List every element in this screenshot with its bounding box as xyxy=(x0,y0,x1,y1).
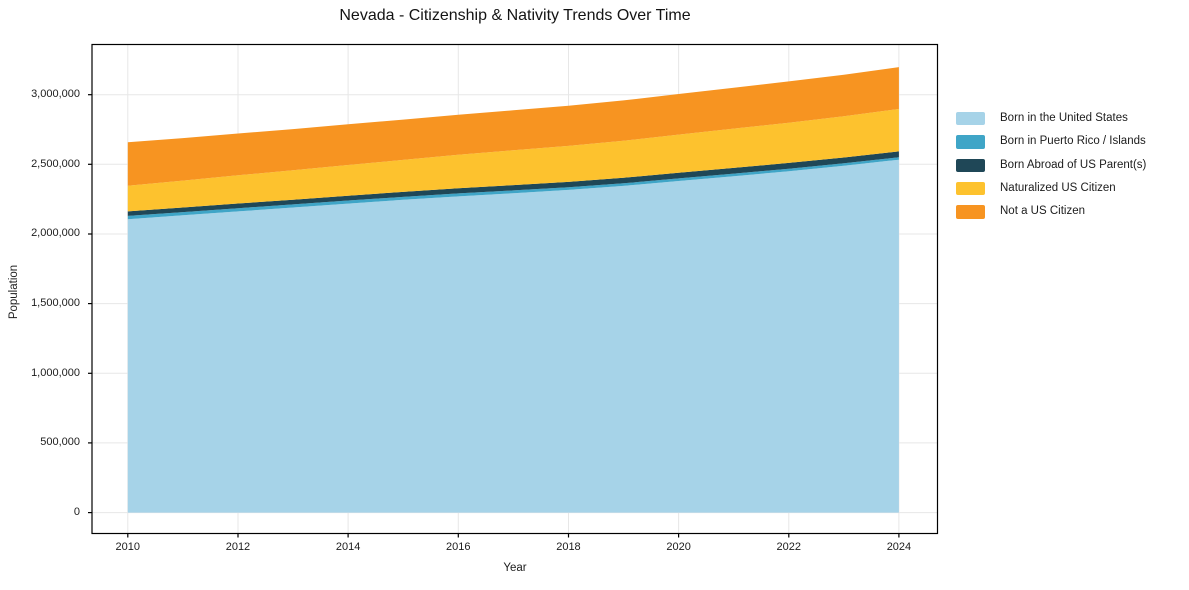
y-tick-label: 1,000,000 xyxy=(31,366,80,379)
legend-swatch-not-a-us-citizen xyxy=(956,205,985,219)
area-series-born-abroad-of-us-parent-s xyxy=(127,151,899,216)
y-axis-label: Population xyxy=(8,264,20,320)
y-tick-label: 2,000,000 xyxy=(31,227,80,240)
x-tick-label: 2024 xyxy=(886,541,912,553)
legend-item: Born in the United States xyxy=(956,107,1146,130)
plot-border xyxy=(91,43,939,535)
y-tick-label: 3,000,000 xyxy=(31,88,80,101)
legend-item: Naturalized US Citizen xyxy=(956,177,1146,200)
x-tick-label: 2010 xyxy=(115,541,141,553)
legend-label: Naturalized US Citizen xyxy=(1000,182,1116,195)
legend-label: Born in Puerto Rico / Islands xyxy=(1000,135,1146,148)
x-tick-label: 2018 xyxy=(556,541,581,553)
x-tick-label: 2014 xyxy=(335,541,361,553)
y-tick-label: 500,000 xyxy=(40,436,80,449)
y-tick-label: 1,500,000 xyxy=(31,297,80,310)
x-tick-label: 2016 xyxy=(446,541,471,553)
legend-item: Not a US Citizen xyxy=(956,200,1146,223)
x-axis-label: Year xyxy=(503,562,527,574)
y-tick-label: 2,500,000 xyxy=(31,157,80,170)
chart-title: Nevada - Citizenship & Nativity Trends O… xyxy=(339,7,691,24)
legend-item: Born in Puerto Rico / Islands xyxy=(956,130,1146,153)
x-tick-label: 2022 xyxy=(776,541,801,553)
legend-swatch-born-abroad-of-us-parent-s xyxy=(956,158,985,172)
area-series-not-a-us-citizen xyxy=(127,67,899,186)
x-tick-label: 2020 xyxy=(666,541,691,553)
area-series-born-in-the-united-states xyxy=(127,159,899,513)
area-series-born-in-puerto-rico-islands xyxy=(127,157,899,220)
legend-label: Born Abroad of US Parent(s) xyxy=(1000,158,1147,171)
legend-item: Born Abroad of US Parent(s) xyxy=(956,154,1146,177)
legend-label: Born in the United States xyxy=(1000,112,1128,125)
y-tick-label: 0 xyxy=(73,506,80,519)
legend-swatch-naturalized-us-citizen xyxy=(956,181,985,196)
area-series-naturalized-us-citizen xyxy=(127,109,899,212)
legend-swatch-born-in-the-united-states xyxy=(956,111,985,126)
legend-swatch-born-in-puerto-rico-islands xyxy=(956,135,985,149)
x-tick-label: 2012 xyxy=(225,541,251,553)
legend: Born in the United States Born in Puerto … xyxy=(956,107,1146,223)
legend-label: Not a US Citizen xyxy=(1000,205,1086,218)
